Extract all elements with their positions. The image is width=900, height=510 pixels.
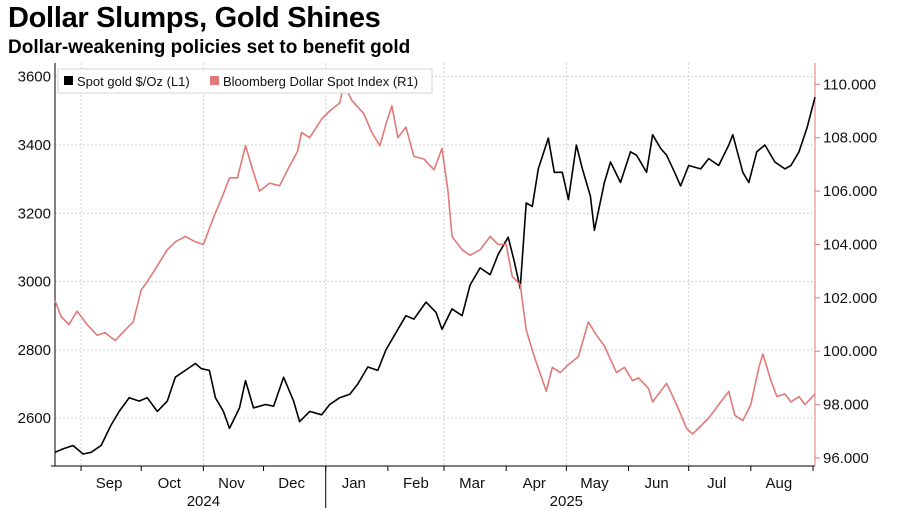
x-month-label: Jun xyxy=(644,475,668,492)
axes: 2600 2800 3000 3200 3400 3600 96.000 98.000 100.… xyxy=(18,63,877,510)
x-month-label: Dec xyxy=(278,475,305,492)
legend-label-gold: Spot gold $/Oz (L1) xyxy=(77,74,190,89)
y-right-tick-label: 106.000 xyxy=(823,183,877,200)
series-line-dollar-index xyxy=(54,83,816,435)
gridlines xyxy=(55,63,815,466)
x-month-label: Oct xyxy=(158,475,182,492)
y-left-tick-label: 2600 xyxy=(18,410,51,427)
chart-title: Dollar Slumps, Gold Shines xyxy=(8,2,381,34)
y-right-tick-label: 98.000 xyxy=(823,397,869,414)
x-month-label: Feb xyxy=(403,475,429,492)
legend-label-dollar: Bloomberg Dollar Spot Index (R1) xyxy=(223,74,418,89)
legend-box xyxy=(57,68,433,94)
y-left-tick-label: 3400 xyxy=(18,137,51,154)
y-right-tick-label: 102.000 xyxy=(823,290,877,307)
x-month-label: Apr xyxy=(523,475,546,492)
y-right-tick-label: 110.000 xyxy=(823,76,876,93)
x-month-label: Nov xyxy=(218,475,245,492)
chart-subtitle: Dollar-weakening policies set to benefit… xyxy=(8,37,411,58)
y-right-tick-label: 100.000 xyxy=(823,343,877,360)
y-right-tick-label: 104.000 xyxy=(823,236,877,253)
x-month-label: Sep xyxy=(96,475,123,492)
x-month-label: May xyxy=(580,475,609,492)
x-month-label: Jul xyxy=(707,475,726,492)
legend-swatch-dollar xyxy=(210,76,219,85)
x-month-label: Aug xyxy=(766,475,793,492)
x-year-label: 2025 xyxy=(550,493,583,510)
y-left-tick-label: 3600 xyxy=(18,69,51,86)
x-month-label: Jan xyxy=(342,475,366,492)
y-left-tick-label: 3200 xyxy=(18,205,51,222)
y-left-tick-label: 2800 xyxy=(18,342,51,359)
x-year-label: 2024 xyxy=(187,493,220,510)
series-line-spot-gold xyxy=(54,96,816,455)
x-month-label: Mar xyxy=(459,475,485,492)
legend-swatch-gold xyxy=(64,76,73,85)
legend: Spot gold $/Oz (L1) Bloomberg Dollar Spo… xyxy=(57,68,433,94)
y-right-tick-label: 96.000 xyxy=(823,450,869,467)
y-right-tick-label: 108.000 xyxy=(823,130,877,147)
series-lines xyxy=(54,83,816,455)
y-left-tick-label: 3000 xyxy=(18,274,51,291)
